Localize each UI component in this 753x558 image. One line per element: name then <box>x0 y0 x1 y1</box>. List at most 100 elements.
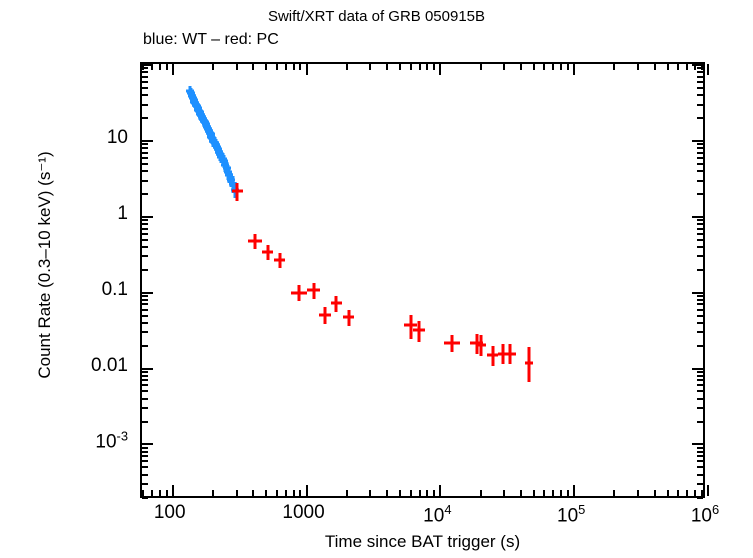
x-tick-top-minor <box>275 64 278 70</box>
y-tick-minor <box>142 460 148 463</box>
x-tick-minor <box>694 490 697 496</box>
x-tick-top-minor <box>532 64 535 70</box>
x-tick-top-minor <box>503 64 506 70</box>
x-tick-label: 105 <box>557 502 586 527</box>
y-tick-minor <box>142 94 148 97</box>
y-tick-right-minor <box>697 86 703 89</box>
y-tick-right-minor <box>697 473 703 476</box>
y-tick-right-minor <box>697 397 703 400</box>
x-tick-top-minor <box>426 64 429 70</box>
y-tick-minor <box>142 384 148 387</box>
y-tick-minor <box>142 420 148 423</box>
y-tick-right-minor <box>697 450 703 453</box>
x-tick-minor <box>519 490 522 496</box>
x-tick-major <box>171 485 174 496</box>
y-tick-right-major <box>692 64 703 66</box>
y-tick-right-minor <box>697 379 703 382</box>
y-tick-right-minor <box>697 255 703 258</box>
y-tick-minor <box>142 496 148 499</box>
x-tick-top-minor <box>653 64 656 70</box>
y-tick-right-minor <box>697 420 703 423</box>
y-tick-major <box>142 291 153 294</box>
plot-axes-frame <box>140 62 709 499</box>
y-tick-right-major <box>692 291 703 294</box>
y-tick-minor <box>142 67 148 70</box>
y-tick-right-major <box>692 215 703 218</box>
x-tick-top-minor <box>158 64 161 70</box>
x-tick-minor <box>433 490 436 496</box>
x-tick-minor <box>158 490 161 496</box>
y-tick-minor <box>142 219 148 222</box>
y-tick-right-minor <box>697 179 703 182</box>
x-tick-minor <box>560 490 563 496</box>
x-tick-top-minor <box>235 64 238 70</box>
y-tick-minor <box>142 321 148 324</box>
x-tick-top-major <box>305 64 308 75</box>
y-tick-minor <box>142 75 148 78</box>
x-tick-minor <box>345 490 348 496</box>
y-tick-right-minor <box>697 170 703 173</box>
x-tick-minor <box>613 490 616 496</box>
x-tick-minor <box>150 490 153 496</box>
x-tick-top-minor <box>211 64 214 70</box>
y-tick-minor <box>142 156 148 159</box>
x-tick-top-major <box>439 64 442 75</box>
y-tick-right-minor <box>697 299 703 302</box>
x-tick-top-minor <box>479 64 482 70</box>
x-tick-top-minor <box>700 64 703 70</box>
y-tick-minor <box>142 450 148 453</box>
y-tick-minor <box>142 466 148 469</box>
y-tick-right-minor <box>697 143 703 146</box>
y-tick-right-minor <box>697 147 703 150</box>
x-tick-minor <box>369 490 372 496</box>
x-tick-top-minor <box>292 64 295 70</box>
y-tick-right-minor <box>697 374 703 377</box>
y-tick-label: 10 <box>106 126 128 148</box>
x-tick-minor <box>637 490 640 496</box>
x-tick-top-minor <box>369 64 372 70</box>
page-title: Swift/XRT data of GRB 050915B <box>267 8 486 25</box>
x-tick-label: 106 <box>690 502 720 527</box>
x-tick-top-minor <box>399 64 402 70</box>
y-axis-title: Count Rate (0.3–10 keV) (s⁻¹) <box>35 151 54 379</box>
x-tick-top-minor <box>150 64 153 70</box>
x-tick-major <box>305 485 308 496</box>
y-tick-minor <box>142 179 148 182</box>
y-tick-right-minor <box>697 446 703 449</box>
y-tick-minor <box>142 143 148 146</box>
x-tick-top-minor <box>686 64 689 70</box>
y-tick-right-minor <box>697 75 703 78</box>
y-tick-minor <box>142 303 148 306</box>
y-tick-right-minor <box>697 295 703 298</box>
x-tick-minor <box>418 490 421 496</box>
y-tick-minor <box>142 170 148 173</box>
x-tick-top-minor <box>265 64 268 70</box>
x-tick-major <box>707 485 709 496</box>
y-tick-label: 1 <box>117 202 128 224</box>
x-tick-major <box>439 485 442 496</box>
y-tick-right-minor <box>697 455 703 458</box>
y-tick-right-minor <box>697 192 703 195</box>
x-tick-minor <box>292 490 295 496</box>
y-tick-right-minor <box>697 496 703 499</box>
y-tick-major <box>142 367 153 370</box>
y-tick-minor <box>142 223 148 226</box>
y-tick-right-minor <box>697 314 703 317</box>
y-tick-label: 0.01 <box>91 354 128 376</box>
y-tick-right-minor <box>697 238 703 241</box>
y-tick-right-minor <box>697 162 703 165</box>
y-tick-right-minor <box>697 331 703 334</box>
x-tick-top-minor <box>409 64 412 70</box>
y-tick-right-minor <box>697 156 703 159</box>
x-tick-label: 104 <box>423 502 452 527</box>
x-tick-top-minor <box>252 64 255 70</box>
y-tick-right-minor <box>697 71 703 74</box>
x-tick-minor <box>426 490 429 496</box>
x-tick-minor <box>211 490 214 496</box>
x-tick-minor <box>567 490 570 496</box>
y-tick-right-minor <box>697 227 703 230</box>
x-tick-minor <box>235 490 238 496</box>
x-tick-top-minor <box>299 64 302 70</box>
y-tick-minor <box>142 71 148 74</box>
